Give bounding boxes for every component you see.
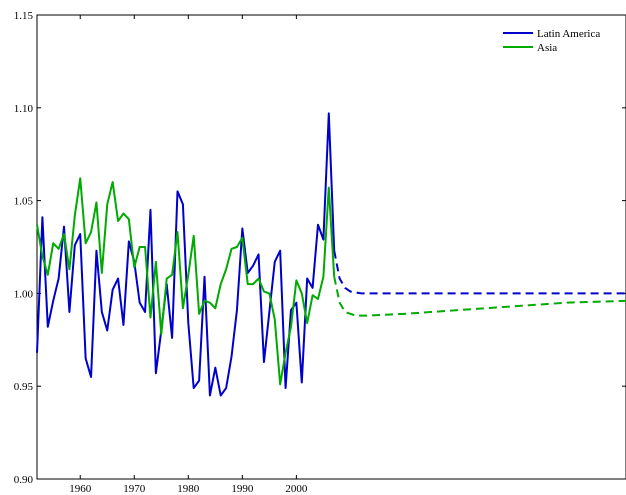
series-projection-latin-america: [333, 250, 626, 295]
series-projection-asia: [333, 276, 626, 317]
y-tick-label: 1.00: [14, 288, 34, 300]
x-tick-label: 2000: [285, 483, 308, 495]
y-tick-label: 1.05: [14, 196, 34, 208]
plot-area-frame: [36, 14, 626, 480]
y-tick-label: 1.15: [14, 10, 34, 22]
y-tick-label: 1.10: [14, 103, 34, 115]
x-tick-label: 1960: [69, 483, 92, 495]
x-tick-label: 1970: [123, 483, 146, 495]
x-axis: 1960 1970 1980 1990 2000: [69, 15, 308, 495]
x-tick-label: 1980: [177, 483, 200, 495]
y-tick-label: 0.90: [14, 474, 34, 486]
y-axis: 0.90 0.95 1.00 1.05 1.10 1.15: [14, 10, 626, 486]
series-line-asia: [36, 177, 336, 386]
legend: Latin America Asia: [503, 28, 600, 54]
y-tick-label: 0.95: [14, 381, 34, 393]
legend-label-latin-america: Latin America: [537, 28, 600, 40]
series-line-latin-america: [36, 112, 336, 397]
series-layer: [36, 112, 626, 397]
x-tick-label: 1990: [231, 483, 254, 495]
legend-label-asia: Asia: [537, 42, 557, 54]
